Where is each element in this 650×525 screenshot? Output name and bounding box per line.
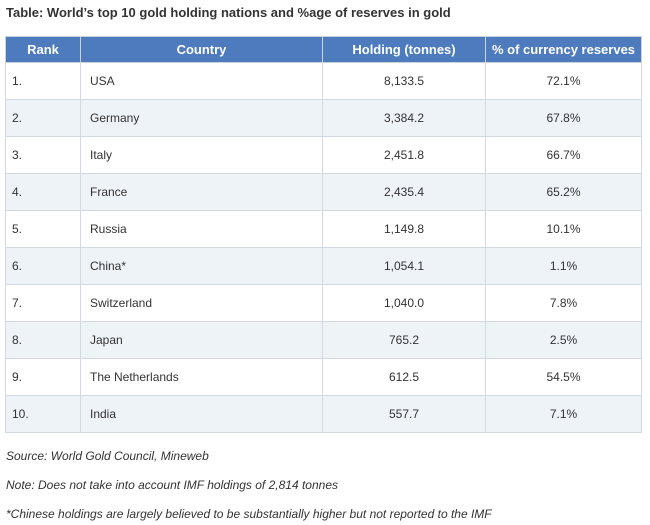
- country-cell: The Netherlands: [80, 358, 323, 396]
- header-holding: Holding (tonnes): [322, 36, 486, 63]
- source-note: Source: World Gold Council, Mineweb: [6, 449, 209, 463]
- header-country: Country: [80, 36, 323, 63]
- header-pct-reserves: % of currency reserves: [485, 36, 642, 63]
- country-cell: USA: [80, 62, 323, 100]
- rank-cell: 2.: [5, 99, 81, 137]
- china-footnote: *Chinese holdings are largely believed t…: [6, 507, 492, 521]
- table-row: 6. China* 1,054.1 1.1%: [5, 247, 642, 285]
- country-cell: France: [80, 173, 323, 211]
- holding-cell: 612.5: [322, 358, 486, 396]
- table-row: 2. Germany 3,384.2 67.8%: [5, 99, 642, 137]
- rank-cell: 7.: [5, 284, 81, 322]
- holding-cell: 765.2: [322, 321, 486, 359]
- rank-cell: 1.: [5, 62, 81, 100]
- table-header-row: Rank Country Holding (tonnes) % of curre…: [5, 36, 642, 63]
- rank-cell: 10.: [5, 395, 81, 433]
- rank-cell: 4.: [5, 173, 81, 211]
- pct-cell: 1.1%: [485, 247, 642, 285]
- pct-cell: 7.8%: [485, 284, 642, 322]
- holding-cell: 1,054.1: [322, 247, 486, 285]
- table-row: 3. Italy 2,451.8 66.7%: [5, 136, 642, 174]
- pct-cell: 67.8%: [485, 99, 642, 137]
- country-cell: Russia: [80, 210, 323, 248]
- holding-cell: 8,133.5: [322, 62, 486, 100]
- gold-holdings-table: Rank Country Holding (tonnes) % of curre…: [5, 36, 642, 433]
- holding-cell: 2,435.4: [322, 173, 486, 211]
- holding-cell: 3,384.2: [322, 99, 486, 137]
- table-row: 5. Russia 1,149.8 10.1%: [5, 210, 642, 248]
- table-row: 7. Switzerland 1,040.0 7.8%: [5, 284, 642, 322]
- rank-cell: 9.: [5, 358, 81, 396]
- pct-cell: 72.1%: [485, 62, 642, 100]
- pct-cell: 54.5%: [485, 358, 642, 396]
- pct-cell: 7.1%: [485, 395, 642, 433]
- rank-cell: 8.: [5, 321, 81, 359]
- holding-cell: 1,149.8: [322, 210, 486, 248]
- rank-cell: 6.: [5, 247, 81, 285]
- rank-cell: 5.: [5, 210, 81, 248]
- country-cell: Italy: [80, 136, 323, 174]
- country-cell: India: [80, 395, 323, 433]
- holding-cell: 557.7: [322, 395, 486, 433]
- country-cell: Japan: [80, 321, 323, 359]
- table-row: 4. France 2,435.4 65.2%: [5, 173, 642, 211]
- header-rank: Rank: [5, 36, 81, 63]
- pct-cell: 66.7%: [485, 136, 642, 174]
- table-row: 8. Japan 765.2 2.5%: [5, 321, 642, 359]
- pct-cell: 2.5%: [485, 321, 642, 359]
- table-title: Table: World’s top 10 gold holding natio…: [6, 5, 451, 20]
- pct-cell: 65.2%: [485, 173, 642, 211]
- holding-cell: 1,040.0: [322, 284, 486, 322]
- holding-cell: 2,451.8: [322, 136, 486, 174]
- table-row: 10. India 557.7 7.1%: [5, 395, 642, 433]
- country-cell: China*: [80, 247, 323, 285]
- pct-cell: 10.1%: [485, 210, 642, 248]
- rank-cell: 3.: [5, 136, 81, 174]
- table-row: 1. USA 8,133.5 72.1%: [5, 62, 642, 100]
- country-cell: Germany: [80, 99, 323, 137]
- imf-note: Note: Does not take into account IMF hol…: [6, 478, 338, 492]
- table-row: 9. The Netherlands 612.5 54.5%: [5, 358, 642, 396]
- country-cell: Switzerland: [80, 284, 323, 322]
